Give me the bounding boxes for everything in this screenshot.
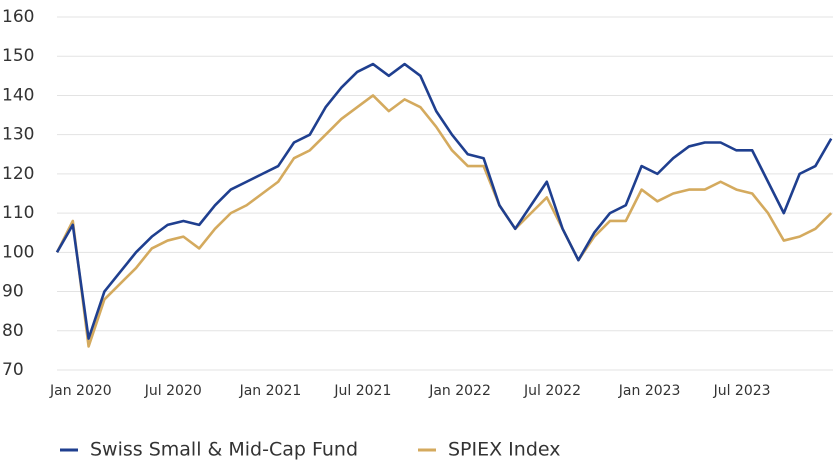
y-tick-label: 110 (2, 203, 34, 223)
x-tick-label: Jul 2021 (333, 383, 391, 399)
legend-label: SPIEX Index (448, 439, 561, 460)
y-tick-label: 130 (2, 125, 34, 145)
y-tick-label: 160 (2, 7, 34, 27)
x-tick-label: Jan 2022 (428, 383, 491, 399)
x-tick-label: Jul 2022 (523, 383, 581, 399)
series-line (55, 62, 833, 340)
x-tick-label: Jul 2023 (713, 383, 771, 399)
x-tick-label: Jan 2021 (239, 383, 302, 399)
y-tick-label: 120 (2, 164, 34, 184)
x-tick-label: Jul 2020 (144, 383, 202, 399)
x-tick-label: Jan 2023 (618, 383, 681, 399)
y-tick-label: 80 (2, 321, 24, 341)
legend-label: Swiss Small & Mid-Cap Fund (90, 439, 358, 460)
series-line (55, 94, 833, 348)
x-tick-label: Jan 2020 (49, 383, 112, 399)
y-tick-label: 100 (2, 242, 34, 262)
y-tick-label: 90 (2, 282, 24, 302)
y-tick-label: 70 (2, 360, 24, 380)
y-tick-label: 150 (2, 46, 34, 66)
y-tick-label: 140 (2, 85, 34, 105)
